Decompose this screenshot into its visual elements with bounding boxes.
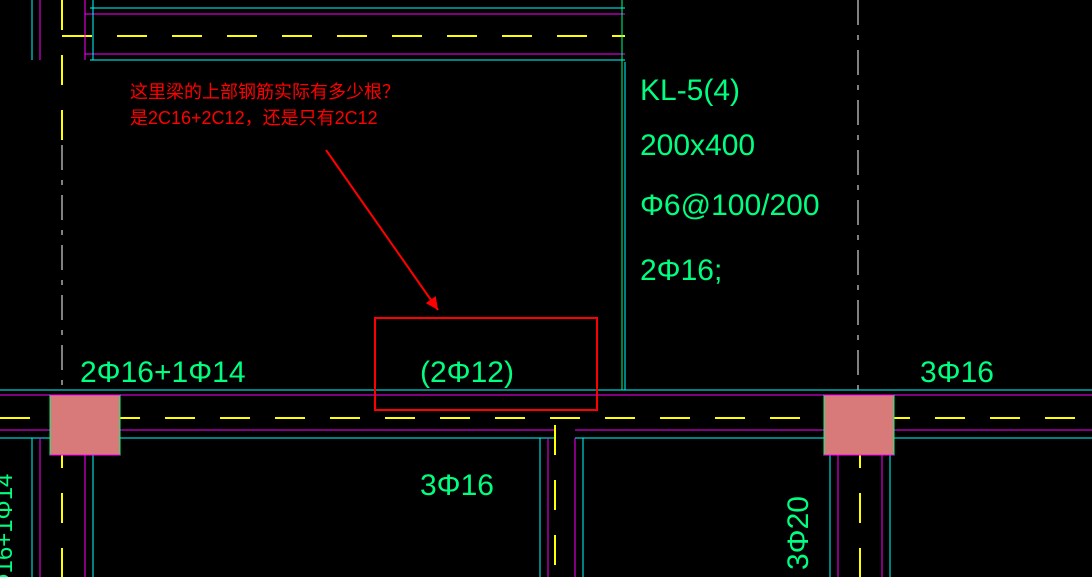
rebar-mid-top: (2Φ12) [420,356,514,389]
rebar-left-top: 2Φ16+1Φ14 [80,356,246,389]
cad-drawing: KL-5(4) 200x400 Φ6@100/200 2Φ16; 2Φ16+1Φ14 (2… [0,0,1092,577]
rebar-mid-bottom: 3Φ16 [420,469,494,502]
rebar-left-vertical: 2Φ16+1Φ14 [0,474,18,577]
rebar-right-vertical: 3Φ20 [782,496,815,570]
rebar-right-top: 3Φ16 [920,356,994,389]
beam-stirrup: Φ6@100/200 [640,189,820,222]
beam-name: KL-5(4) [640,74,740,107]
beam-size: 200x400 [640,129,755,162]
annotation-line1: 这里梁的上部钢筋实际有多少根？ [130,82,400,102]
beam-top-rebar: 2Φ16; [640,254,722,287]
annotation-line2: 是2C16+2C12，还是只有2C12 [130,108,378,128]
